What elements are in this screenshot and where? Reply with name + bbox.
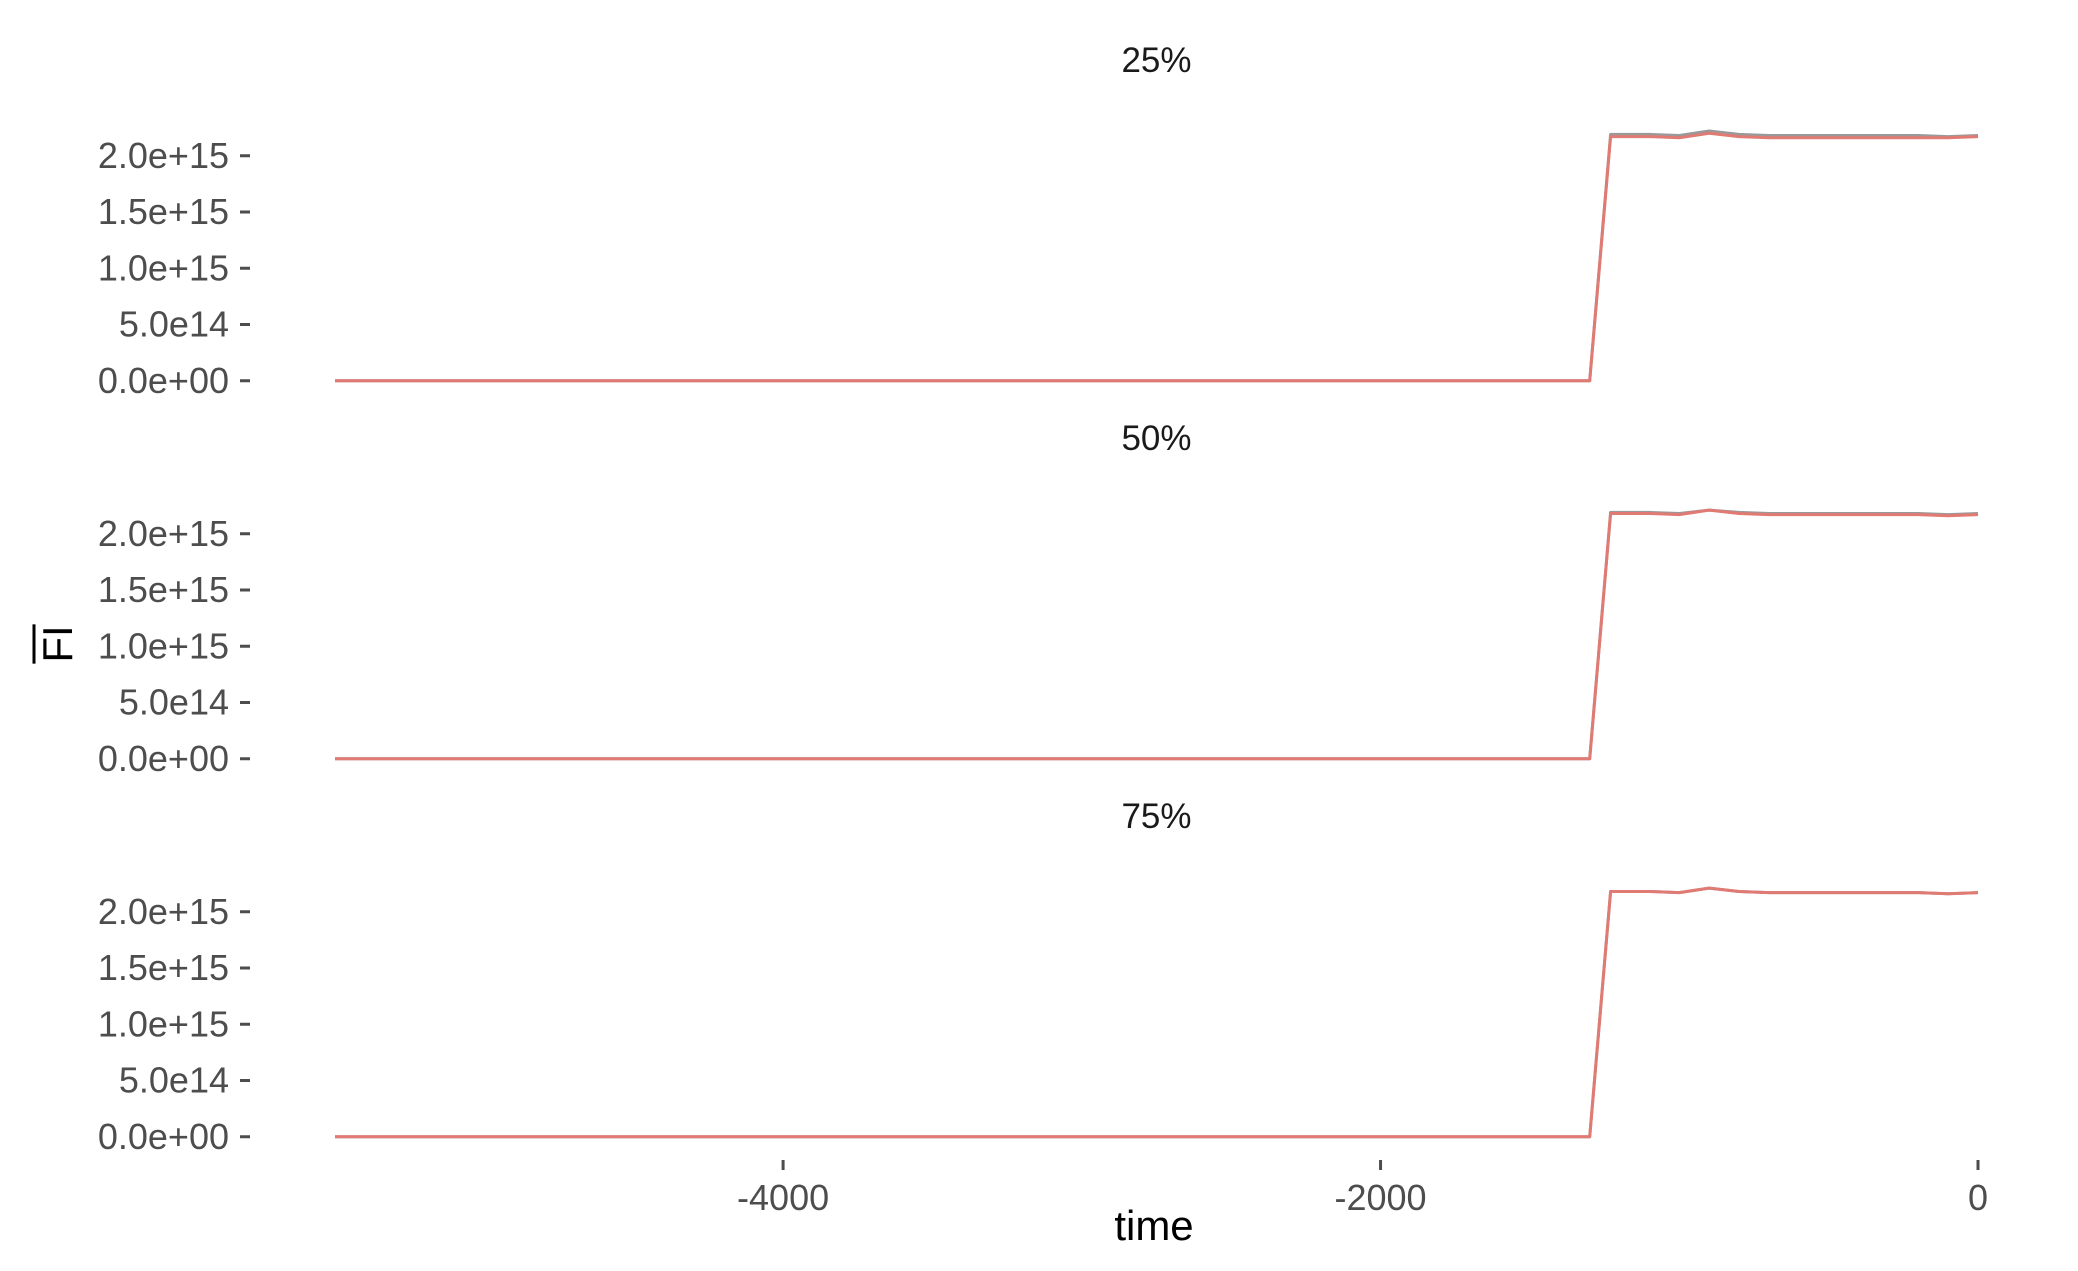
y-tick-label: 1.5e+15 bbox=[98, 569, 229, 610]
y-tick-label: 2.0e+15 bbox=[98, 891, 229, 932]
x-axis-title: time bbox=[1114, 1202, 1193, 1249]
series-line-1 bbox=[335, 129, 1979, 383]
x-tick-label: -2000 bbox=[1335, 1177, 1427, 1218]
panel-3: 75% 0.0e+00 5.0e14 1.0e+15 1.5e+15 2.0e+15 bbox=[98, 797, 1979, 1157]
y-tick-label: 1.0e+15 bbox=[98, 247, 229, 288]
y-tick-label: 5.0e14 bbox=[119, 1060, 229, 1101]
x-tick-label: -4000 bbox=[737, 1177, 829, 1218]
series-line-1 bbox=[335, 886, 1979, 1139]
y-tick-label: 1.5e+15 bbox=[98, 191, 229, 232]
y-tick-label: 5.0e14 bbox=[119, 682, 229, 723]
panel-title: 25% bbox=[1121, 41, 1191, 80]
x-axis: -4000 -2000 0 bbox=[737, 1160, 1988, 1218]
panel-title: 50% bbox=[1121, 419, 1191, 458]
y-tick-label: 2.0e+15 bbox=[98, 135, 229, 176]
chart-panels: 25%0.0e+005.0e141.0e+151.5e+152.0e+1550%… bbox=[98, 41, 1979, 1157]
y-tick-label: 2.0e+15 bbox=[98, 513, 229, 554]
y-axis-title: FI bbox=[32, 624, 81, 664]
series-line-2 bbox=[335, 508, 1979, 761]
series-line-2 bbox=[335, 886, 1979, 1139]
panel-title: 75% bbox=[1121, 797, 1191, 836]
panel-1: 25% 0.0e+00 5.0e14 1.0e+15 1.5e+15 2.0e+15 bbox=[98, 41, 1979, 401]
y-axis-title-text: FI bbox=[34, 625, 81, 662]
y-tick-label: 1.0e+15 bbox=[98, 625, 229, 666]
y-tick-label: 0.0e+00 bbox=[98, 738, 229, 779]
y-tick-label: 0.0e+00 bbox=[98, 1116, 229, 1157]
y-tick-label: 0.0e+00 bbox=[98, 360, 229, 401]
y-tick-label: 1.5e+15 bbox=[98, 947, 229, 988]
x-tick-label: 0 bbox=[1968, 1177, 1988, 1218]
y-tick-label: 1.0e+15 bbox=[98, 1003, 229, 1044]
series-line-2 bbox=[335, 131, 1979, 383]
series-line-1 bbox=[335, 508, 1979, 761]
panel-2: 50% 0.0e+00 5.0e14 1.0e+15 1.5e+15 2.0e+15 bbox=[98, 419, 1979, 779]
y-tick-label: 5.0e14 bbox=[119, 304, 229, 345]
